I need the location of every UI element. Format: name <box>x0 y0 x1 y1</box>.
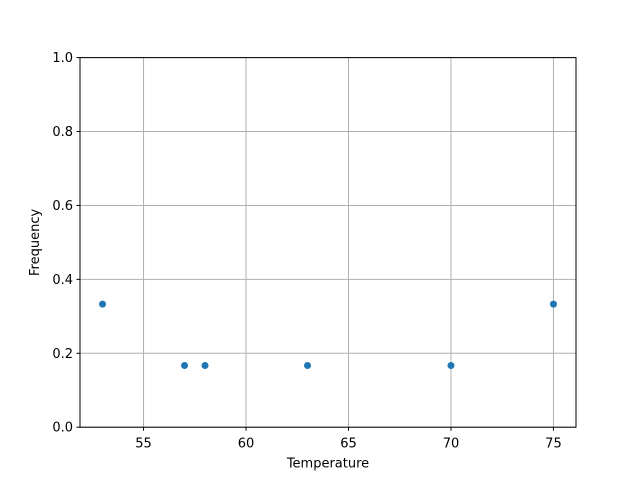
data-point <box>447 361 455 369</box>
plot-border <box>79 57 577 428</box>
data-point <box>181 361 189 369</box>
data-point <box>201 361 209 369</box>
data-point <box>99 300 107 308</box>
x-tick-label: 65 <box>340 437 357 452</box>
data-point <box>549 300 557 308</box>
x-tick-label: 70 <box>443 437 460 452</box>
y-tick-label: 0.0 <box>52 421 73 436</box>
y-axis-label: Frequency <box>28 209 43 276</box>
y-tick-label: 0.8 <box>52 125 73 140</box>
x-tick-label: 60 <box>238 437 255 452</box>
y-tick-label: 0.2 <box>52 347 73 362</box>
y-tick-label: 0.6 <box>52 199 73 214</box>
x-tick-label: 75 <box>545 437 562 452</box>
y-tick-labels: 0.0 0.2 0.4 0.6 0.8 1.0 <box>52 51 73 436</box>
x-axis-label: Temperature <box>286 457 369 472</box>
y-tick-label: 0.4 <box>52 273 73 288</box>
x-tick-labels: 55 60 65 70 75 <box>135 437 561 452</box>
data-point <box>304 361 312 369</box>
axis-ticks <box>76 57 554 431</box>
data-points <box>99 300 557 369</box>
grid-lines <box>80 57 576 428</box>
x-tick-label: 55 <box>135 437 152 452</box>
y-tick-label: 1.0 <box>52 51 73 66</box>
